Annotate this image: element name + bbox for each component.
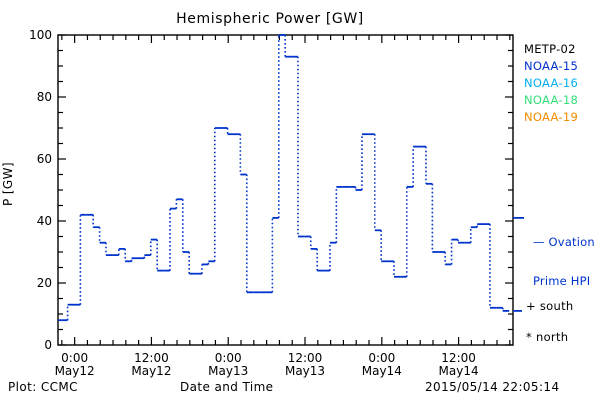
y-tick-label: 100: [29, 28, 52, 42]
x-tick-time: 12:00: [134, 351, 169, 365]
legend-item-noaa-16: NOAA-16: [524, 76, 579, 90]
legend: METP-02 NOAA-15 NOAA-16 NOAA-18 NOAA-19: [524, 41, 600, 126]
chart-title: Hemispheric Power [GW]: [176, 11, 364, 27]
x-tick-date: May12: [54, 363, 95, 378]
y-tick-label: 0: [44, 338, 52, 352]
x-tick-label: 12:00 May14: [419, 352, 499, 378]
x-tick-date: May12: [131, 363, 172, 378]
x-tick-label: 0:00 May14: [342, 352, 422, 378]
ovation-prime-hpi-note: — Ovation Prime HPI: [533, 210, 600, 314]
x-tick-date: May13: [208, 363, 249, 378]
series-0: [58, 34, 510, 322]
y-tick-label: 20: [36, 276, 52, 290]
y-tick-label: 40: [36, 214, 52, 228]
x-tick-date: May14: [361, 363, 402, 378]
ovation-note-line1: — Ovation: [533, 235, 595, 249]
x-tick-label: 12:00 May13: [265, 352, 345, 378]
x-tick-label: 0:00 May12: [35, 352, 115, 378]
x-tick-date: May14: [438, 363, 479, 378]
plot-credit: Plot: CCMC: [8, 380, 78, 394]
x-tick-label: 0:00 May13: [188, 352, 268, 378]
x-tick-time: 0:00: [61, 351, 89, 365]
north-marker-note: * north: [526, 330, 569, 344]
south-marker-note: + south: [526, 299, 574, 313]
x-tick-time: 12:00: [441, 351, 476, 365]
x-tick-label: 12:00 May12: [111, 352, 191, 378]
x-tick-date: May13: [284, 363, 326, 378]
legend-item-metp-02: METP-02: [524, 42, 576, 56]
y-tick-label: 60: [36, 152, 52, 166]
x-axis-label: Date and Time: [180, 380, 274, 394]
plot-timestamp: 2015/05/14 22:05:14: [425, 380, 560, 394]
legend-item-noaa-19: NOAA-19: [524, 110, 579, 124]
legend-item-noaa-18: NOAA-18: [524, 93, 579, 107]
x-tick-time: 0:00: [368, 351, 396, 365]
y-tick-label: 80: [36, 90, 52, 104]
ovation-note-line2: Prime HPI: [533, 274, 591, 288]
x-tick-time: 0:00: [214, 351, 242, 365]
legend-item-noaa-15: NOAA-15: [524, 59, 579, 73]
x-tick-time: 12:00: [287, 351, 323, 365]
y-tick-labels: 0 20 40 60 80 100: [0, 0, 52, 400]
